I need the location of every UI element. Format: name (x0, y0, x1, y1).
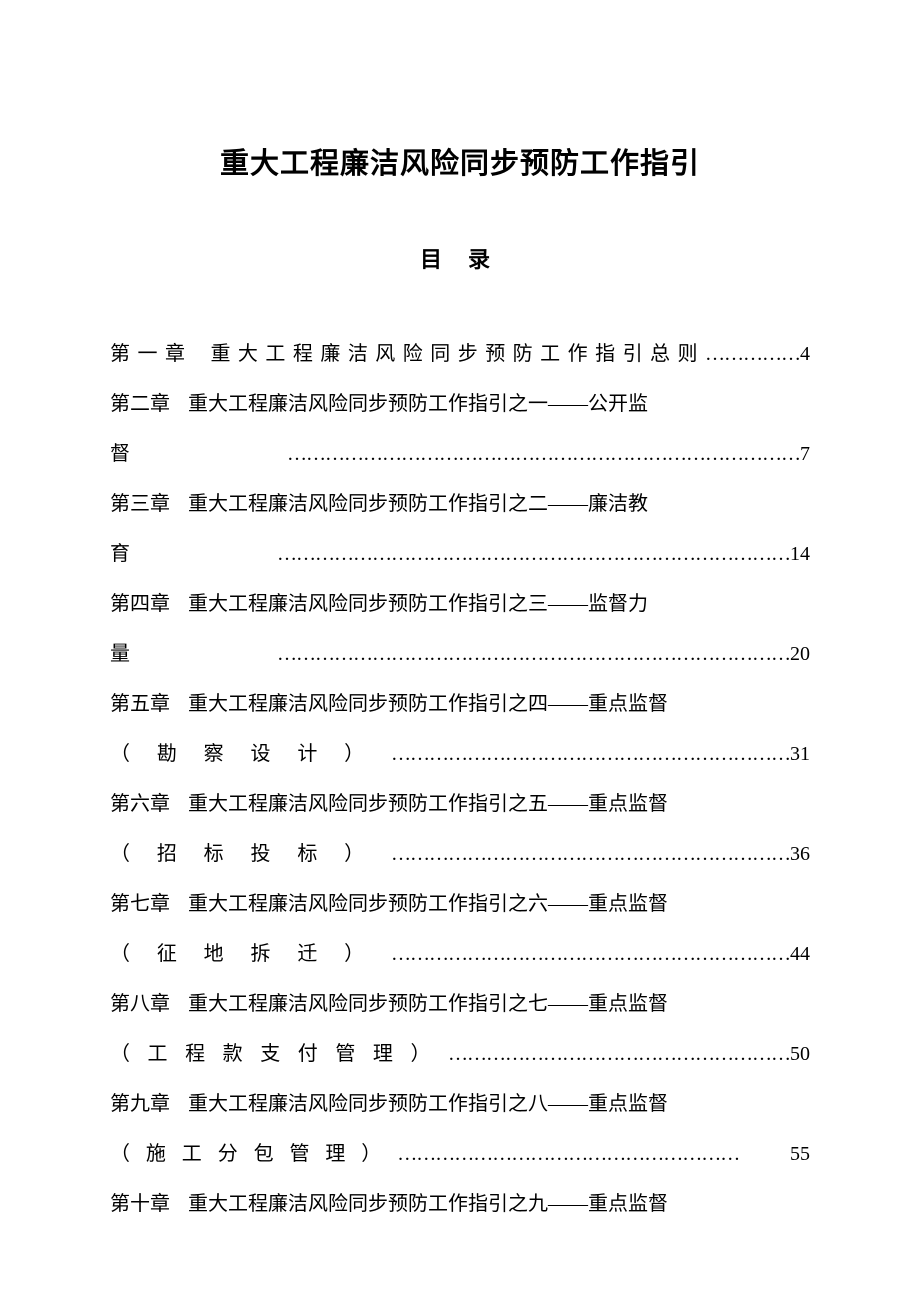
toc-entry-line2: 量………………………………………………………………………20 (110, 629, 810, 679)
toc-dots: ……………………………………………… (397, 1143, 790, 1165)
chapter-title: 重大工程廉洁风险同步预防工作指引之七——重点监督 (188, 993, 668, 1015)
chapter-title: 重大工程廉洁风险同步预防工作指引总则 (210, 343, 705, 365)
toc-dots: ……………………………………………… (448, 1043, 790, 1065)
page-number: 4 (800, 343, 810, 365)
page-number: 14 (790, 543, 810, 565)
toc-entry-line1: 第八章重大工程廉洁风险同步预防工作指引之七——重点监督 (110, 979, 810, 1029)
toc-entry-line1: 第七章重大工程廉洁风险同步预防工作指引之六——重点监督 (110, 879, 810, 929)
page-number: 7 (800, 443, 810, 465)
toc-dots: ……………………………………………………… (391, 943, 790, 965)
chapter-continuation: （勘察设计） (110, 743, 391, 765)
chapter-label: 第七章 (110, 893, 170, 915)
toc-list: 第一章重大工程廉洁风险同步预防工作指引总则……………4第二章重大工程廉洁风险同步… (110, 329, 810, 1229)
toc-entry-line1: 第四章重大工程廉洁风险同步预防工作指引之三——监督力 (110, 579, 810, 629)
chapter-title: 重大工程廉洁风险同步预防工作指引之三——监督力 (188, 593, 648, 615)
chapter-continuation: （招标投标） (110, 843, 391, 865)
chapter-label: 第六章 (110, 793, 170, 815)
page-number: 36 (790, 843, 810, 865)
chapter-label: 第九章 (110, 1093, 170, 1115)
toc-dots: ……………………………………………………………………… (277, 543, 790, 565)
toc-entry-line1: 第二章重大工程廉洁风险同步预防工作指引之一——公开监 (110, 379, 810, 429)
chapter-title: 重大工程廉洁风险同步预防工作指引之五——重点监督 (188, 793, 668, 815)
page-number: 31 (790, 743, 810, 765)
toc-dots: ……………………………………………………… (391, 843, 790, 865)
chapter-continuation: （工程款支付管理） (110, 1043, 448, 1065)
toc-entry-line1: 第九章重大工程廉洁风险同步预防工作指引之八——重点监督 (110, 1079, 810, 1129)
chapter-title: 重大工程廉洁风险同步预防工作指引之六——重点监督 (188, 893, 668, 915)
chapter-continuation: 督 (110, 443, 287, 465)
document-title: 重大工程廉洁风险同步预防工作指引 (110, 140, 810, 182)
chapter-label: 第八章 (110, 993, 170, 1015)
chapter-continuation: 量 (110, 643, 277, 665)
chapter-label: 第一章 (110, 343, 192, 365)
toc-entry-line2: 育………………………………………………………………………14 (110, 529, 810, 579)
chapter-label: 第十章 (110, 1193, 170, 1215)
toc-entry-line2: 督………………………………………………………………………7 (110, 429, 810, 479)
toc-dots: …………… (705, 343, 800, 365)
toc-entry-line2: （招标投标）………………………………………………………36 (110, 829, 810, 879)
toc-entry-line1: 第六章重大工程廉洁风险同步预防工作指引之五——重点监督 (110, 779, 810, 829)
toc-dots: ……………………………………………………………………… (287, 443, 800, 465)
toc-entry-line2: （勘察设计）………………………………………………………31 (110, 729, 810, 779)
chapter-title: 重大工程廉洁风险同步预防工作指引之九——重点监督 (188, 1193, 668, 1215)
chapter-title: 重大工程廉洁风险同步预防工作指引之二——廉洁教 (188, 493, 648, 515)
chapter-continuation: （施工分包管理） (110, 1143, 397, 1165)
toc-entry-line1: 第五章重大工程廉洁风险同步预防工作指引之四——重点监督 (110, 679, 810, 729)
chapter-title: 重大工程廉洁风险同步预防工作指引之一——公开监 (188, 393, 648, 415)
chapter-title: 重大工程廉洁风险同步预防工作指引之四——重点监督 (188, 693, 668, 715)
chapter-label: 第四章 (110, 593, 170, 615)
toc-heading: 目 录 (110, 242, 810, 274)
toc-dots: ……………………………………………………………………… (277, 643, 790, 665)
toc-entry: 第十章重大工程廉洁风险同步预防工作指引之九——重点监督 (110, 1179, 810, 1229)
page-number: 20 (790, 643, 810, 665)
toc-dots: ……………………………………………………… (391, 743, 790, 765)
page-number: 55 (790, 1143, 810, 1165)
chapter-label: 第二章 (110, 393, 170, 415)
page-number: 50 (790, 1043, 810, 1065)
toc-entry-line2: （施工分包管理）……………………………………………… 55 (110, 1129, 810, 1179)
toc-entry-line1: 第三章重大工程廉洁风险同步预防工作指引之二——廉洁教 (110, 479, 810, 529)
toc-entry: 第一章重大工程廉洁风险同步预防工作指引总则……………4 (110, 329, 810, 379)
toc-entry-line2: （工程款支付管理）………………………………………………50 (110, 1029, 810, 1079)
chapter-title: 重大工程廉洁风险同步预防工作指引之八——重点监督 (188, 1093, 668, 1115)
chapter-continuation: （征地拆迁） (110, 943, 391, 965)
page-number: 44 (790, 943, 810, 965)
toc-entry-line2: （征地拆迁）………………………………………………………44 (110, 929, 810, 979)
chapter-continuation: 育 (110, 543, 277, 565)
chapter-label: 第三章 (110, 493, 170, 515)
chapter-label: 第五章 (110, 693, 170, 715)
